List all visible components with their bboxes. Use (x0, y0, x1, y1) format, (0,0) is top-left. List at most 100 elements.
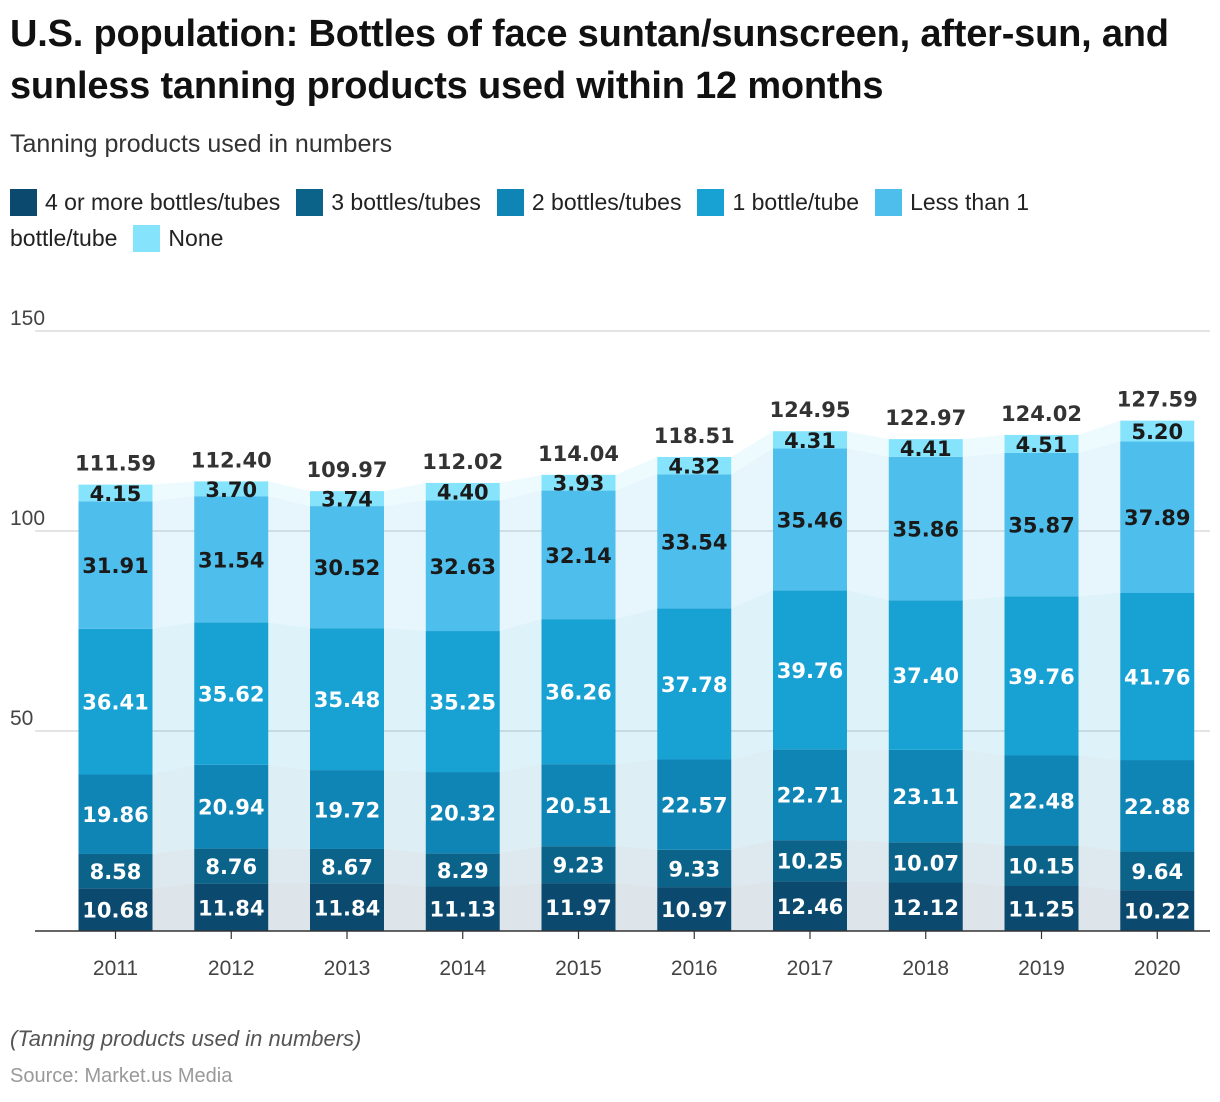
legend-label: 3 bottles/tubes (331, 189, 481, 215)
x-tick-label: 2016 (671, 957, 718, 980)
bar-segment-none (541, 474, 616, 491)
bar-segment-1-bottle-tube (310, 628, 384, 771)
data-label: 4.40 (437, 481, 489, 505)
connector-band (731, 448, 773, 609)
connector-band (268, 764, 310, 849)
total-label: 118.51 (654, 424, 735, 448)
y-tick-label: 150 (10, 307, 45, 330)
connector-band (152, 848, 195, 889)
bar-group-2014: 11.13 8.29 20.32 35.25 32.63 4.40 112.02 (422, 450, 503, 931)
bar-segment-4-or-more-bottles-tubes (888, 882, 963, 931)
bar-segment-less-than-1-bottle-tube (194, 496, 269, 623)
bar-segment-4-or-more-bottles-tubes (657, 887, 732, 931)
connector-band (152, 764, 195, 854)
bar-segment-2-bottles-tubes (541, 764, 616, 847)
bar-group-2018: 12.12 10.07 23.11 37.40 35.86 4.41 122.97 (885, 406, 966, 931)
bar-segment-3-bottles-tubes (888, 842, 963, 883)
connector-band (268, 883, 310, 931)
bar-segment-2-bottles-tubes (657, 759, 732, 850)
bar-segment-3-bottles-tubes (194, 848, 269, 884)
data-label: 10.68 (82, 899, 148, 923)
total-label: 112.40 (191, 448, 272, 472)
legend-label: 1 bottle/tube (732, 189, 860, 215)
legend-label: Less than 1 bottle/tube (10, 189, 1029, 251)
data-label: 22.48 (1008, 789, 1074, 813)
bar-segment-less-than-1-bottle-tube (1004, 452, 1079, 597)
connector-band (731, 840, 773, 888)
bar-segment-3-bottles-tubes (657, 849, 732, 888)
connector-band (499, 846, 542, 887)
data-label: 4.51 (1016, 433, 1068, 457)
data-label: 39.76 (777, 659, 843, 683)
bar-segment-less-than-1-bottle-tube (78, 501, 153, 629)
connector-band (1078, 755, 1121, 852)
total-label: 124.02 (1001, 402, 1082, 426)
data-label: 22.57 (661, 794, 727, 818)
data-label: 41.76 (1124, 666, 1190, 690)
data-label: 37.40 (893, 664, 959, 688)
data-label: 36.26 (545, 681, 611, 705)
connector-band (1078, 886, 1121, 931)
bar-segment-less-than-1-bottle-tube (541, 490, 616, 620)
connector-band (615, 883, 658, 931)
connector-band (268, 496, 310, 629)
data-label: 22.88 (1124, 795, 1190, 819)
data-label: 31.91 (82, 554, 148, 578)
data-label: 20.51 (545, 794, 611, 818)
bar-segment-none (310, 491, 384, 507)
bar-segment-4-or-more-bottles-tubes (1004, 886, 1079, 931)
connector-band (615, 456, 658, 491)
connector-band (152, 622, 195, 775)
legend-item-1-bottle-tube: 1 bottle/tube (697, 189, 860, 216)
total-label: 114.04 (538, 442, 619, 466)
connector-band (499, 764, 542, 854)
bar-segment-less-than-1-bottle-tube (310, 506, 384, 629)
bar-segment-4-or-more-bottles-tubes (425, 886, 500, 931)
bar-segment-3-bottles-tubes (1004, 845, 1079, 886)
connector-band (962, 842, 1005, 886)
data-label: 9.33 (668, 857, 720, 881)
connector-band (731, 881, 773, 931)
x-tick-label: 2013 (324, 957, 371, 980)
bar-segment-2-bottles-tubes (773, 749, 847, 841)
data-label: 37.89 (1124, 506, 1190, 530)
chart-source: Source: Market.us Media (10, 1065, 233, 1087)
x-tick-label: 2012 (208, 957, 255, 980)
data-label: 35.25 (430, 691, 496, 715)
bar-group-2016: 10.97 9.33 22.57 37.78 33.54 4.32 118.51 (654, 424, 735, 931)
connector-band (384, 770, 426, 854)
data-label: 8.76 (205, 855, 257, 879)
data-label: 5.20 (1131, 420, 1183, 444)
connector-band (268, 622, 310, 771)
data-label: 36.41 (82, 691, 148, 715)
bar-segment-1-bottle-tube (773, 590, 847, 750)
data-label: 30.52 (314, 556, 380, 580)
connector-band (384, 500, 426, 632)
bar-segment-4-or-more-bottles-tubes (1120, 890, 1195, 931)
data-label: 10.97 (661, 898, 727, 922)
data-label: 3.74 (321, 488, 373, 512)
data-label: 10.22 (1124, 900, 1190, 924)
data-label: 22.71 (777, 784, 843, 808)
legend-swatch (10, 189, 37, 216)
data-label: 39.76 (1008, 665, 1074, 689)
legend-item-4-or-more-bottles-tubes: 4 or more bottles/tubes (10, 189, 280, 216)
data-label: 32.63 (430, 555, 496, 579)
data-label: 35.86 (893, 517, 959, 541)
bar-segment-3-bottles-tubes (773, 840, 847, 882)
data-label: 9.23 (553, 854, 605, 878)
x-tick-label: 2015 (555, 957, 602, 980)
y-tick-label: 100 (10, 507, 45, 530)
bar-group-2012: 11.84 8.76 20.94 35.62 31.54 3.70 112.40 (191, 448, 272, 931)
bar-segment-4-or-more-bottles-tubes (773, 881, 847, 931)
legend-swatch (496, 189, 524, 216)
data-label: 4.31 (784, 429, 836, 453)
bar-segment-3-bottles-tubes (541, 846, 616, 884)
data-label: 8.67 (321, 855, 373, 879)
bar-segment-none (425, 482, 500, 501)
data-label: 20.94 (198, 796, 264, 820)
total-label: 122.97 (885, 406, 966, 430)
connector-band (152, 481, 195, 502)
data-label: 12.46 (777, 895, 843, 919)
legend-swatch (697, 189, 725, 216)
